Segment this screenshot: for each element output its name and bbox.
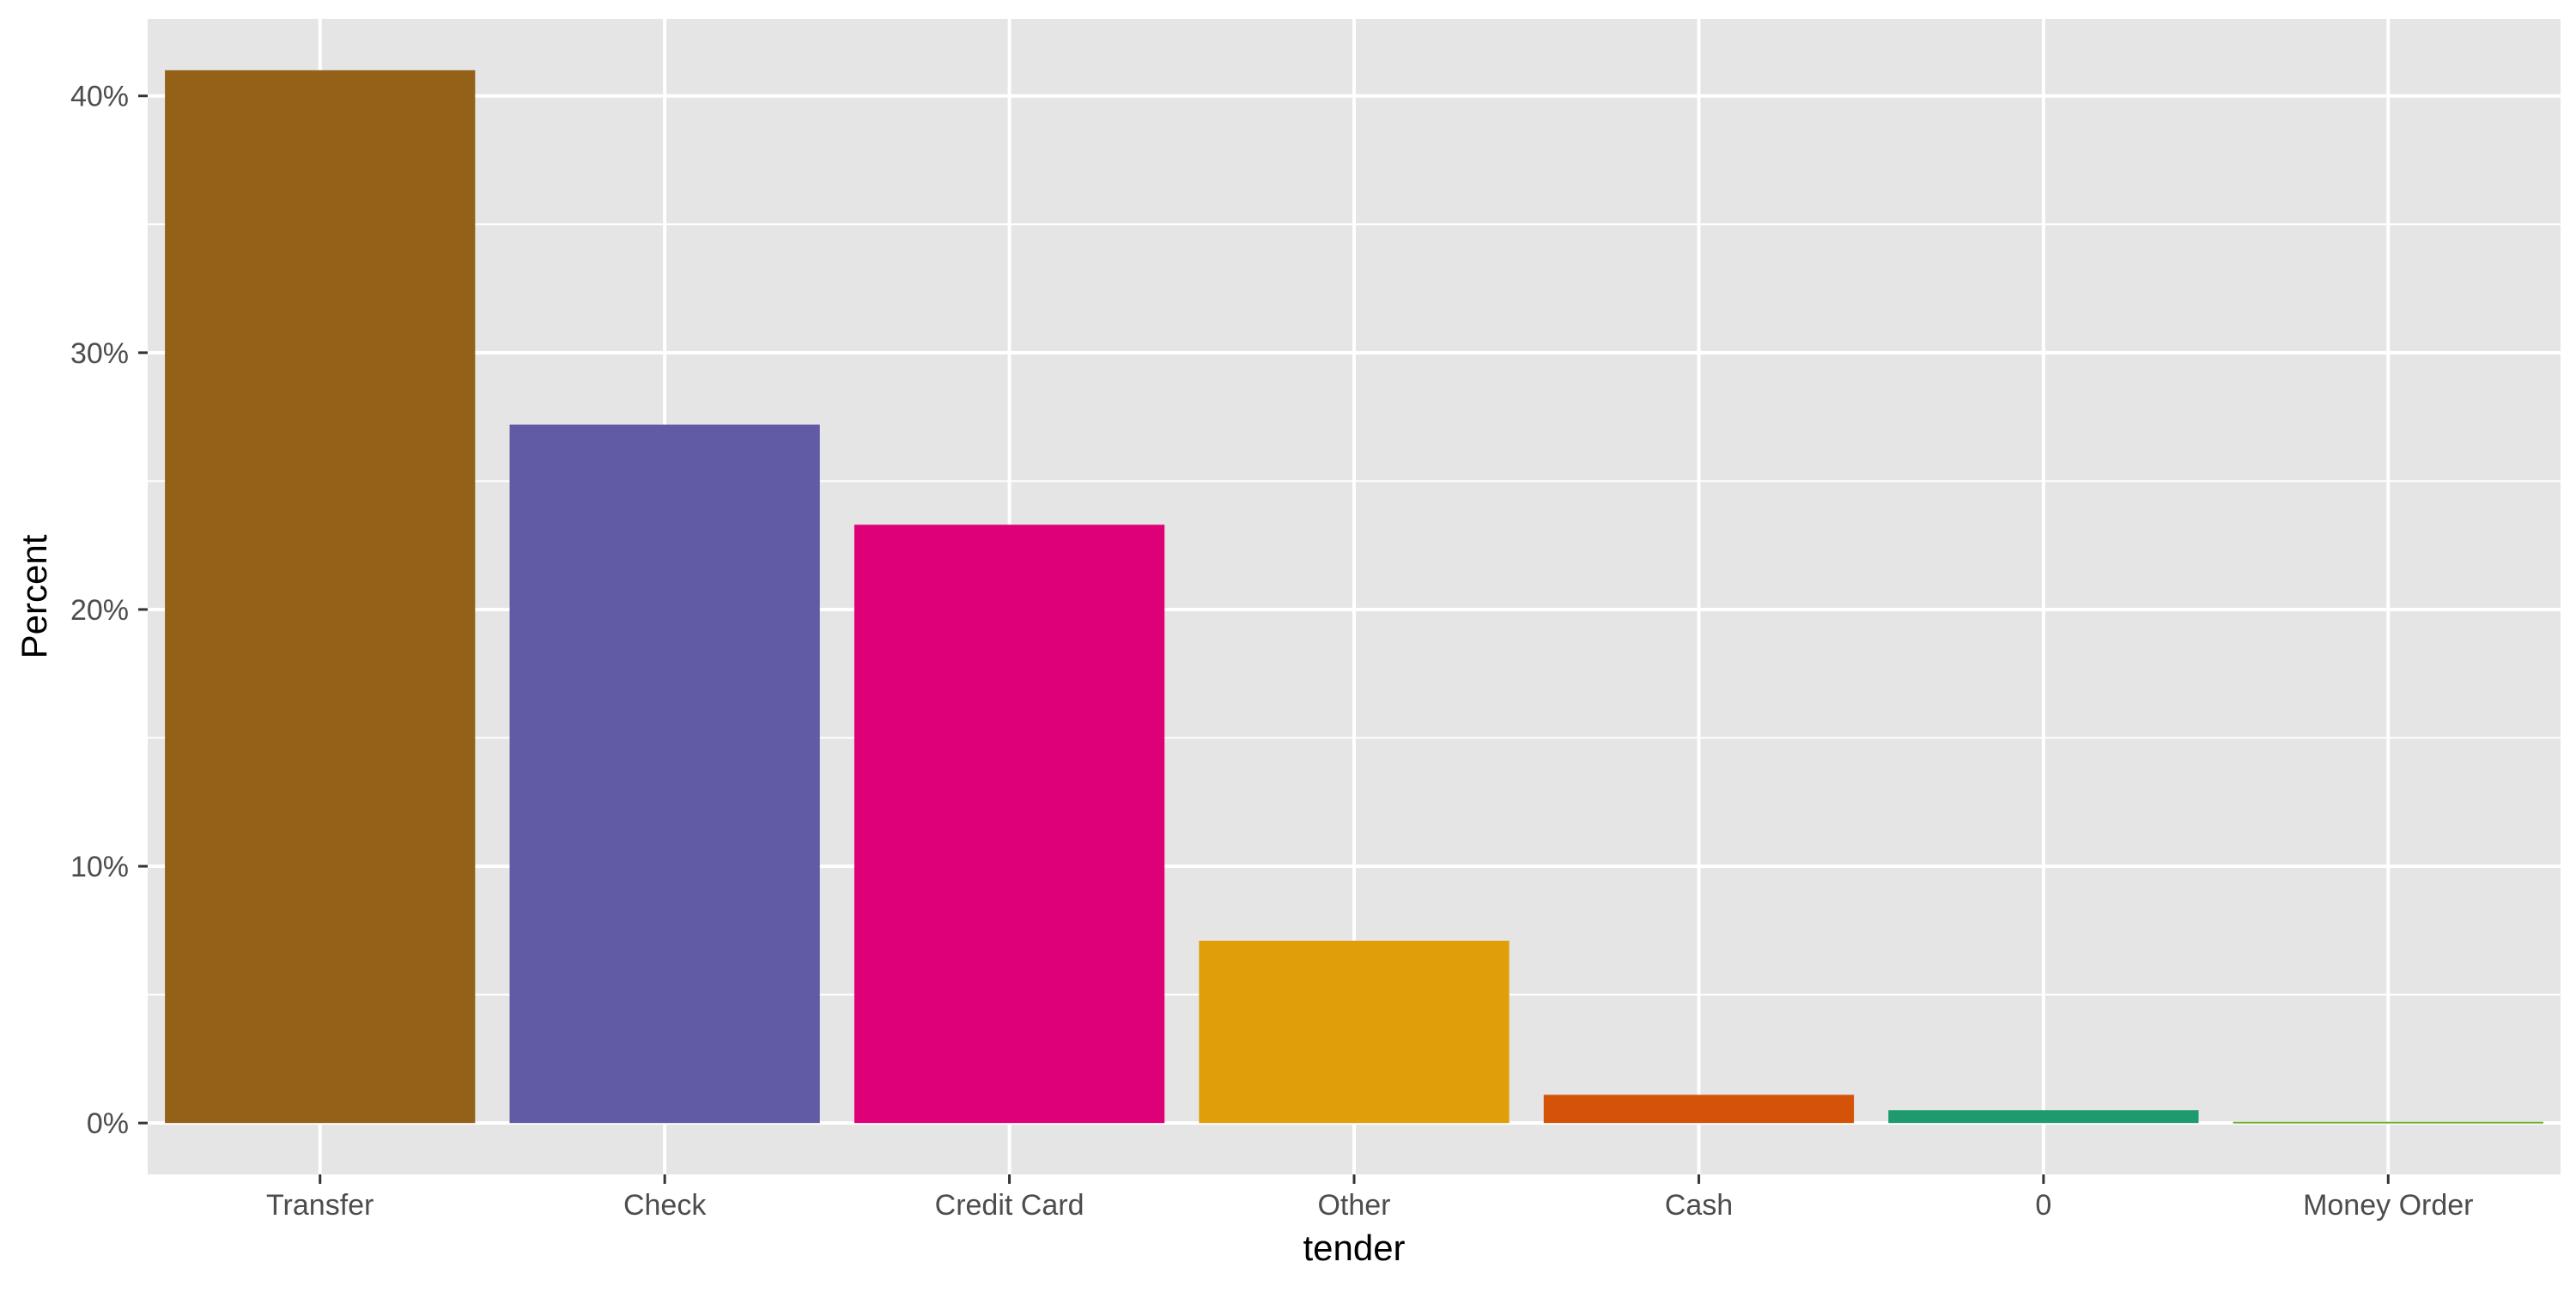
bar-0	[1888, 1110, 2199, 1124]
x-tick-label: Money Order	[2303, 1189, 2473, 1222]
bar-money-order	[2233, 1121, 2543, 1124]
bar-check	[509, 424, 820, 1124]
bars	[165, 70, 2543, 1124]
bar-transfer	[165, 70, 476, 1124]
y-tick-label: 20%	[70, 594, 129, 627]
x-tick-label: Other	[1317, 1189, 1390, 1222]
y-tick-label: 40%	[70, 81, 129, 113]
bar-other	[1199, 940, 1510, 1124]
x-tick-label: Credit Card	[935, 1189, 1084, 1222]
y-tick-label: 10%	[70, 851, 129, 883]
x-tick-label: Cash	[1665, 1189, 1733, 1222]
bar-cash	[1543, 1095, 1855, 1124]
x-axis: Transfer Check Credit Card Other Cash 0 Money …	[266, 1174, 2473, 1222]
y-tick-label: 0%	[87, 1107, 129, 1140]
y-axis-title: Percent	[14, 534, 54, 658]
x-tick-label: Transfer	[266, 1189, 374, 1222]
x-axis-title: tender	[1303, 1228, 1405, 1268]
y-axis: 0% 10% 20% 30% 40%	[70, 81, 148, 1140]
x-tick-label: 0	[2035, 1189, 2051, 1222]
bar-credit-card	[854, 525, 1165, 1124]
y-tick-label: 30%	[70, 337, 129, 370]
x-tick-label: Check	[623, 1189, 707, 1222]
